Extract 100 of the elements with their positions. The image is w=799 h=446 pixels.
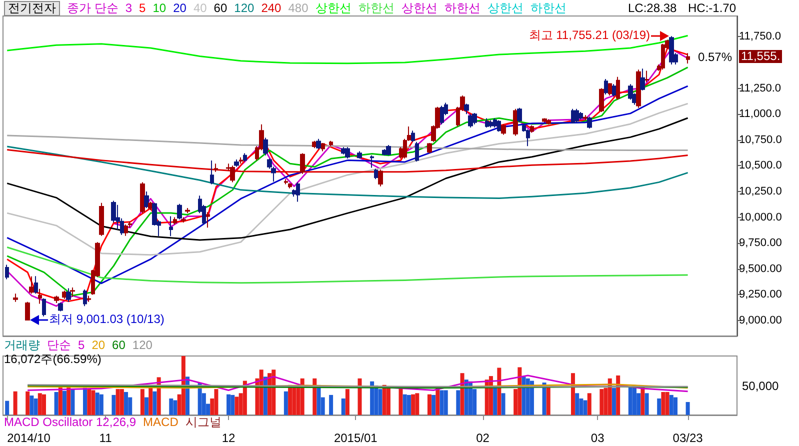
annotation: 시그널 xyxy=(185,415,222,429)
candlestick xyxy=(124,224,128,236)
x-tick-label: 2014/10 xyxy=(7,431,51,445)
bar xyxy=(382,384,386,415)
candlestick xyxy=(583,114,588,121)
bar xyxy=(242,380,247,415)
candlestick xyxy=(144,190,149,208)
text: 20 xyxy=(92,338,106,352)
bar xyxy=(54,392,58,415)
text: 40 xyxy=(193,1,207,15)
candlestick xyxy=(612,84,616,98)
candlestick xyxy=(321,142,325,152)
bar xyxy=(358,378,362,415)
bar xyxy=(91,390,96,415)
bar xyxy=(34,398,38,415)
candlestick xyxy=(239,156,243,164)
text: 하한선 xyxy=(530,1,566,15)
bar xyxy=(608,378,612,415)
candlestick xyxy=(284,178,288,185)
bar xyxy=(312,378,317,415)
candlestick xyxy=(579,112,583,120)
candlestick xyxy=(70,286,75,298)
text: 상한선 xyxy=(487,1,524,15)
candlestick xyxy=(181,216,186,223)
candlestick xyxy=(489,120,493,128)
bar xyxy=(583,400,588,415)
candlestick xyxy=(485,118,489,128)
bar xyxy=(686,402,690,415)
candlestick xyxy=(608,82,612,96)
candlestick xyxy=(661,43,665,70)
bar xyxy=(587,393,592,415)
bar xyxy=(493,386,498,415)
bar xyxy=(300,378,304,415)
bar xyxy=(575,393,580,415)
candlestick xyxy=(517,107,522,123)
text: 5 xyxy=(78,338,85,352)
candlestick xyxy=(5,264,9,280)
text: 상한선 xyxy=(401,1,438,15)
bar xyxy=(30,396,34,415)
bar xyxy=(116,389,120,415)
bar xyxy=(600,389,604,415)
bar xyxy=(112,394,116,415)
bar xyxy=(501,393,506,415)
annotation: 16,072주(66.59%) xyxy=(4,352,102,366)
bar xyxy=(386,388,390,415)
candlestick xyxy=(177,203,182,220)
bar xyxy=(644,393,649,415)
text: HC:-1.70 xyxy=(688,1,736,15)
candlestick xyxy=(230,165,235,183)
bar xyxy=(230,394,235,415)
candlestick xyxy=(546,118,551,125)
line-series xyxy=(6,149,689,173)
y-tick-label: 9,000.00 xyxy=(739,314,782,327)
candlestick xyxy=(616,76,620,100)
bar xyxy=(284,391,288,415)
bar xyxy=(345,389,350,415)
candlestick xyxy=(645,70,649,83)
bar xyxy=(341,398,346,415)
candlestick xyxy=(686,52,690,64)
bar xyxy=(169,398,174,415)
y-tick-label: 9,500.00 xyxy=(739,262,782,275)
candlestick xyxy=(386,144,391,156)
candlestick xyxy=(575,108,579,123)
candlestick xyxy=(173,216,177,226)
x-tick-label: 03 xyxy=(590,431,605,445)
x-tick-label: 12 xyxy=(222,431,236,445)
candlestick xyxy=(58,302,63,312)
bar xyxy=(427,394,432,415)
candlestick xyxy=(415,141,419,162)
y-tick-label: 11,750.0 xyxy=(739,30,782,43)
candlestick xyxy=(599,88,604,112)
candlestick xyxy=(493,118,497,128)
text: 하한선 xyxy=(358,1,394,15)
annotation: 최저 9,001.03 (10/13) xyxy=(49,312,164,326)
bar xyxy=(181,356,186,415)
y-tick-label: 11,000.0 xyxy=(739,108,782,120)
bar xyxy=(13,391,18,415)
candlestick xyxy=(604,78,608,95)
x-tick-label: 11 xyxy=(99,431,112,445)
bar xyxy=(38,393,42,415)
candlestick xyxy=(497,120,501,132)
annotation: 11,555. xyxy=(739,49,782,63)
text: 60 xyxy=(112,338,126,352)
bar xyxy=(673,397,678,415)
bar xyxy=(62,390,67,415)
candlestick xyxy=(38,288,42,304)
bar xyxy=(526,378,530,415)
candlestick xyxy=(54,295,59,304)
candlestick xyxy=(185,208,190,214)
candlestick xyxy=(87,295,91,302)
candlestick xyxy=(25,301,30,321)
bar xyxy=(99,394,104,415)
bar xyxy=(329,394,334,415)
bar xyxy=(292,386,296,415)
candlestick xyxy=(374,168,378,180)
candlestick xyxy=(29,276,34,294)
x-tick-label: 02 xyxy=(476,431,490,445)
bar xyxy=(374,386,378,415)
bar xyxy=(661,392,666,415)
candlestick xyxy=(345,146,350,159)
